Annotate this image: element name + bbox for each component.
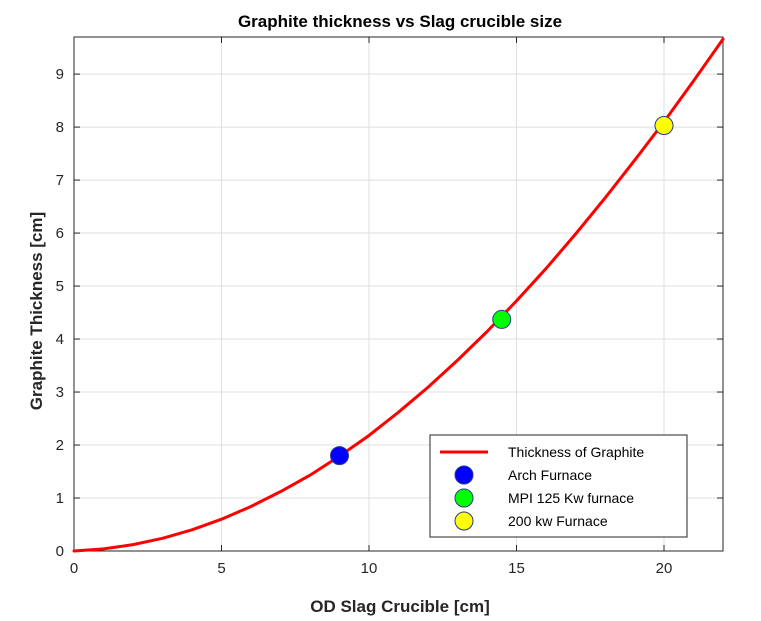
legend-marker-swatch [454,488,474,508]
y-tick-label: 4 [56,331,64,348]
grid [73,37,723,552]
y-tick-label: 0 [56,543,64,560]
x-tick-label: 10 [361,560,378,577]
y-axis-ticks: 0 1 2 3 4 5 6 7 8 9 [56,66,723,560]
y-tick-label: 1 [56,490,64,507]
series-layer [72,37,725,553]
legend-entry-label: Thickness of Graphite [508,444,644,460]
data-point-arch-furnace [330,446,349,466]
y-tick-label: 7 [56,172,64,189]
data-point-mpi-125-kw-furnace [492,309,512,329]
axes-box [73,36,724,552]
legend-entry-label: Arch Furnace [508,467,592,483]
data-point-200-kw-furnace [654,115,674,135]
legend-entry-label: 200 kw Furnace [508,513,608,529]
y-axis-label: Graphite Thickness [cm] [27,212,46,410]
axes [73,36,724,552]
y-tick-label: 8 [56,119,64,136]
legend-marker-swatch [454,465,474,485]
x-tick-label: 0 [70,560,78,577]
chart-title: Graphite thickness vs Slag crucible size [238,12,562,31]
y-tick-label: 6 [56,225,64,242]
y-tick-label: 2 [56,437,64,454]
y-tick-label: 5 [56,278,64,295]
x-axis-label: OD Slag Crucible [cm] [310,597,489,616]
y-tick-label: 3 [56,384,64,401]
y-tick-label: 9 [56,66,64,83]
series-line-thickness-of-graphite [72,37,725,553]
legend-marker-swatch [454,511,474,531]
x-axis-ticks: 0 5 10 15 20 [70,37,673,577]
legend-entry-label: MPI 125 Kw furnace [508,490,634,506]
legend: Thickness of Graphite Arch Furnace MPI 125… [429,434,688,538]
x-tick-label: 20 [656,560,673,577]
x-tick-label: 15 [508,560,525,577]
x-tick-label: 5 [217,560,225,577]
